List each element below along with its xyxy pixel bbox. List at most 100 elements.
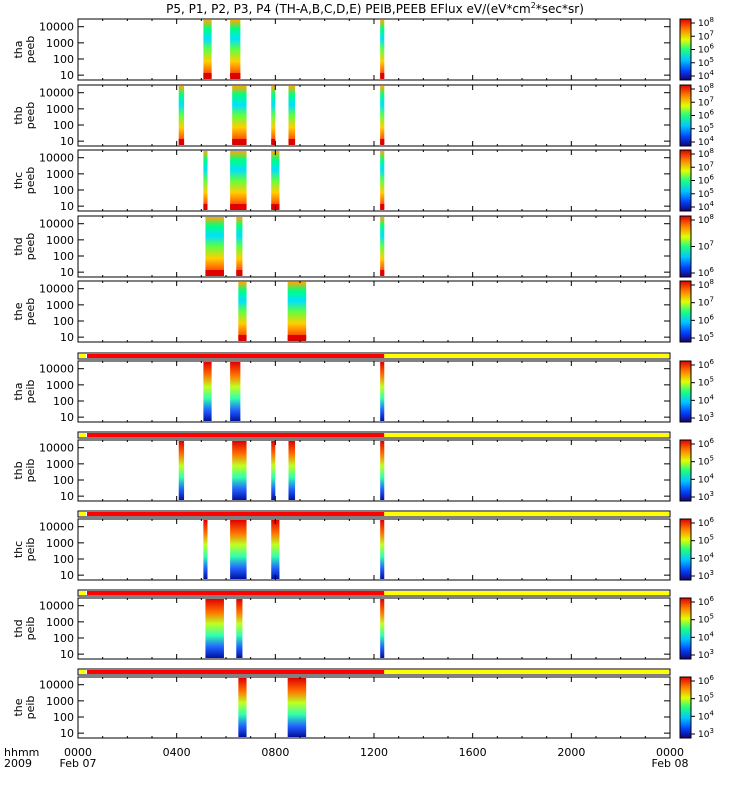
spectrogram-block [232,86,247,145]
spectrogram-block [288,441,296,500]
colorbar-tick-label: 105 [698,692,714,705]
panel-frame [77,280,671,343]
colorbar: 105 106 107 108 [679,278,714,344]
colorbar: 103 104 105 106 [679,674,714,740]
mode-bar [77,510,671,518]
spectrogram-block [271,86,276,145]
low-energy-band [232,139,247,144]
spectrogram-block [380,20,385,79]
spectrogram-block [380,520,385,579]
spectrogram-block [271,520,280,579]
low-energy-band [380,139,385,144]
x-axis-label-year: 2009 [4,757,32,770]
colorbar-tick-label: 105 [698,376,714,389]
colorbar-tick-label: 108 [698,82,714,95]
y-tick-label: 10 [60,569,74,582]
x-axis-label-hhmm: hhmm [4,746,39,759]
colorbar-tick-label: 104 [698,630,714,643]
spectrogram-block [230,20,241,79]
y-tick-label: 10 [60,411,74,424]
mode-bar-fast-start [79,354,86,358]
colorbar-gradient [679,18,692,81]
y-tick-label: 10 [60,727,74,740]
panel-frame [77,518,671,581]
panel-probe-label: the [12,698,25,716]
colorbar-tick-label: 103 [698,727,714,740]
colorbar-tick-label: 105 [698,56,714,69]
colorbar: 106 107 108 [679,213,714,279]
y-tick-label: 10000 [39,679,74,692]
mode-bar-slow [87,433,385,437]
y-tick-label: 10000 [39,21,74,34]
figure-title: P5, P1, P2, P3, P4 (TH-A,B,C,D,E) PEIB,P… [166,1,584,16]
spectrogram-block [238,678,247,737]
panel-tha-peib: 10 100 1000 10000 tha peib 103 104 105 106 [12,352,714,424]
panel-product-label: peib [24,538,37,562]
colorbar-gradient [679,597,692,660]
spectrogram-block [178,86,185,145]
y-tick-label: 1000 [46,616,74,629]
spectrogram-block [205,599,224,658]
low-energy-band [380,204,385,209]
mode-bar [77,668,671,676]
colorbar-tick-label: 103 [698,569,714,582]
spectrogram-block [271,151,280,210]
colorbar-tick-label: 106 [698,109,714,122]
colorbar-tick-label: 105 [698,455,714,468]
mode-bar-slow [87,591,385,595]
x-tick-label: 0800 [261,746,289,759]
y-tick-label: 1000 [46,695,74,708]
colorbar-tick-label: 108 [698,16,714,29]
spectrogram-block [380,362,385,421]
colorbar-tick-label: 106 [698,595,714,608]
colorbar: 103 104 105 106 [679,358,714,424]
y-tick-label: 10000 [39,218,74,231]
low-energy-band [288,139,296,144]
spectrogram-block [271,441,276,500]
y-tick-label: 10000 [39,600,74,613]
panel-frame [77,84,671,147]
panel-probe-label: thd [12,237,25,255]
colorbar-tick-label: 103 [698,648,714,661]
low-energy-band [287,335,307,340]
title-tail: *sec*sr) [536,2,584,16]
colorbar-tick-label: 104 [698,551,714,564]
colorbar-tick-label: 107 [698,29,714,42]
colorbar-tick-label: 105 [698,122,714,135]
low-energy-band [238,335,247,340]
colorbar: 103 104 105 106 [679,595,714,661]
panel-the-peeb: 10 100 1000 10000 the peeb 105 106 107 108 [12,278,714,344]
y-tick-label: 10 [60,331,74,344]
panel-the-peib: 10 100 1000 10000 the peib 103 104 105 106 [12,668,714,740]
colorbar-gradient [679,439,692,502]
colorbar-tick-label: 104 [698,69,714,82]
panel-product-label: peib [24,459,37,483]
colorbar-tick-label: 103 [698,411,714,424]
mode-bar-fast [384,591,669,595]
low-energy-band [205,270,224,275]
y-tick-label: 10 [60,648,74,661]
y-tick-label: 10000 [39,363,74,376]
mode-bar-fast-start [79,512,86,516]
mode-bar-slow [87,354,385,358]
low-energy-band [230,73,241,78]
panel-product-label: peeb [24,167,37,195]
y-tick-label: 10000 [39,283,74,296]
panel-probe-label: thb [12,106,25,124]
panel-thd-peib: 10 100 1000 10000 thd peib 103 104 105 106 [12,589,714,661]
y-tick-label: 10 [60,135,74,148]
colorbar-tick-label: 103 [698,490,714,503]
low-energy-band [203,73,212,78]
colorbar: 103 104 105 106 [679,437,714,503]
panel-frame [77,215,671,278]
title-main: P5, P1, P2, P3, P4 (TH-A,B,C,D,E) PEIB,P… [166,2,531,16]
spectrogram-block [203,362,212,421]
x-tick-date-label: Feb 08 [652,757,689,770]
x-tick-label: 1600 [459,746,487,759]
y-tick-label: 100 [53,315,74,328]
spectrogram-block [380,151,385,210]
panel-thd-peeb: 10 100 1000 10000 thd peeb 106 107 108 [12,213,714,279]
